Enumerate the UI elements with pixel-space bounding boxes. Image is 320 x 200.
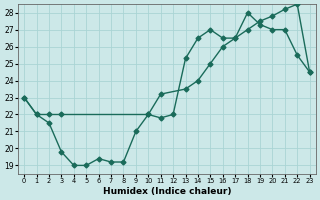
X-axis label: Humidex (Indice chaleur): Humidex (Indice chaleur) (103, 187, 231, 196)
